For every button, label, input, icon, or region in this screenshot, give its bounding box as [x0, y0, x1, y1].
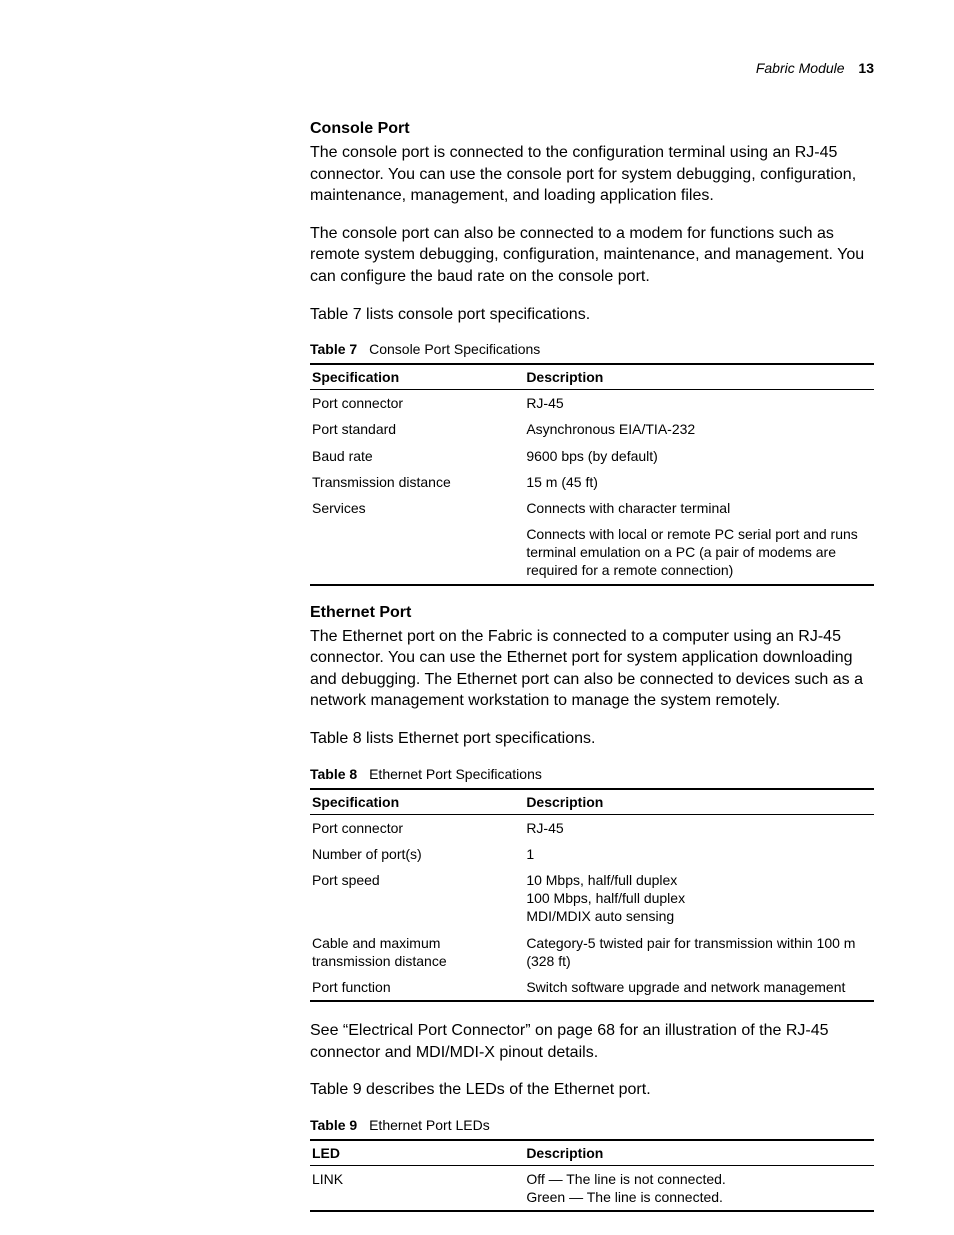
table-cell: Category-5 twisted pair for transmission…	[524, 930, 874, 974]
table-cell: Transmission distance	[310, 469, 524, 495]
table-8-title: Ethernet Port Specifications	[369, 766, 542, 782]
console-port-para-1: The console port is connected to the con…	[310, 142, 874, 207]
table-7-number: Table 7	[310, 341, 357, 357]
table-9-caption: Table 9 Ethernet Port LEDs	[310, 1117, 874, 1133]
post-table8-para-2: Table 9 describes the LEDs of the Ethern…	[310, 1079, 874, 1101]
table-cell: Asynchronous EIA/TIA-232	[524, 416, 874, 442]
table-7-title: Console Port Specifications	[369, 341, 540, 357]
table-7: Specification Description Port connector…	[310, 363, 874, 586]
console-port-heading: Console Port	[310, 120, 874, 138]
page: Fabric Module 13 Console Port The consol…	[0, 0, 954, 1235]
table-cell: Off — The line is not connected.Green — …	[524, 1165, 874, 1211]
table-row: Port standardAsynchronous EIA/TIA-232	[310, 416, 874, 442]
table-cell: Port function	[310, 974, 524, 1001]
table-7-col-0: Specification	[310, 364, 524, 390]
table-cell: 10 Mbps, half/full duplex100 Mbps, half/…	[524, 867, 874, 930]
running-header: Fabric Module 13	[310, 60, 874, 76]
post-table8-para-1: See “Electrical Port Connector” on page …	[310, 1020, 874, 1063]
table-8-number: Table 8	[310, 766, 357, 782]
table-cell: Port connector	[310, 814, 524, 841]
table-row: Port speed10 Mbps, half/full duplex100 M…	[310, 867, 874, 930]
table-row: Cable and maximum transmission distanceC…	[310, 930, 874, 974]
table-8-col-1: Description	[524, 789, 874, 815]
table-row: Connects with local or remote PC serial …	[310, 521, 874, 585]
table-cell: 9600 bps (by default)	[524, 443, 874, 469]
table-row: Port functionSwitch software upgrade and…	[310, 974, 874, 1001]
table-row: Transmission distance15 m (45 ft)	[310, 469, 874, 495]
table-cell: 15 m (45 ft)	[524, 469, 874, 495]
page-number: 13	[858, 60, 874, 76]
table-cell: RJ-45	[524, 814, 874, 841]
table-cell: Port standard	[310, 416, 524, 442]
table-row: Baud rate9600 bps (by default)	[310, 443, 874, 469]
table-row: LINKOff — The line is not connected.Gree…	[310, 1165, 874, 1211]
console-port-para-3: Table 7 lists console port specification…	[310, 304, 874, 326]
table-9: LED Description LINKOff — The line is no…	[310, 1139, 874, 1212]
table-cell: Port connector	[310, 390, 524, 417]
table-cell: Connects with character terminal	[524, 495, 874, 521]
table-cell: Number of port(s)	[310, 841, 524, 867]
table-7-col-1: Description	[524, 364, 874, 390]
ethernet-port-para-1: The Ethernet port on the Fabric is conne…	[310, 626, 874, 712]
table-row: Port connectorRJ-45	[310, 390, 874, 417]
table-7-caption: Table 7 Console Port Specifications	[310, 341, 874, 357]
ethernet-port-heading: Ethernet Port	[310, 604, 874, 622]
table-8-body: Port connectorRJ-45Number of port(s)1Por…	[310, 814, 874, 1001]
table-cell: Services	[310, 495, 524, 521]
table-cell	[310, 521, 524, 585]
table-8: Specification Description Port connector…	[310, 788, 874, 1003]
table-cell: Cable and maximum transmission distance	[310, 930, 524, 974]
table-7-body: Port connectorRJ-45Port standardAsynchro…	[310, 390, 874, 585]
table-9-col-1: Description	[524, 1140, 874, 1166]
table-row: Number of port(s)1	[310, 841, 874, 867]
console-port-para-2: The console port can also be connected t…	[310, 223, 874, 288]
table-row: Port connectorRJ-45	[310, 814, 874, 841]
table-9-body: LINKOff — The line is not connected.Gree…	[310, 1165, 874, 1211]
table-9-col-0: LED	[310, 1140, 524, 1166]
table-8-caption: Table 8 Ethernet Port Specifications	[310, 766, 874, 782]
table-cell: 1	[524, 841, 874, 867]
table-cell: Connects with local or remote PC serial …	[524, 521, 874, 585]
header-section: Fabric Module	[756, 60, 845, 76]
table-cell: Switch software upgrade and network mana…	[524, 974, 874, 1001]
table-9-number: Table 9	[310, 1117, 357, 1133]
table-cell: LINK	[310, 1165, 524, 1211]
ethernet-port-para-2: Table 8 lists Ethernet port specificatio…	[310, 728, 874, 750]
table-8-col-0: Specification	[310, 789, 524, 815]
table-cell: Port speed	[310, 867, 524, 930]
table-9-title: Ethernet Port LEDs	[369, 1117, 490, 1133]
table-cell: Baud rate	[310, 443, 524, 469]
table-cell: RJ-45	[524, 390, 874, 417]
table-row: ServicesConnects with character terminal	[310, 495, 874, 521]
